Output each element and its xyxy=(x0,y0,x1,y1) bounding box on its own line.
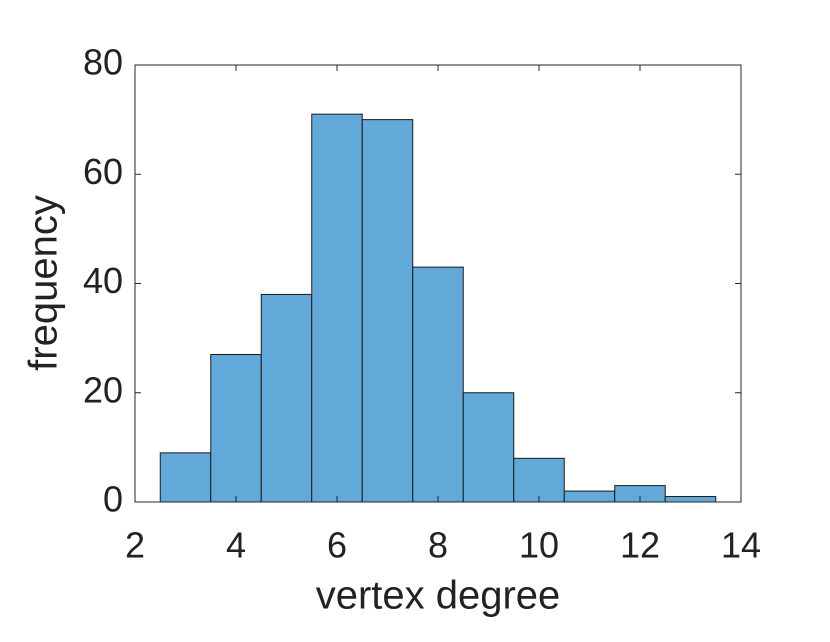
x-axis-label: vertex degree xyxy=(316,574,561,618)
y-axis-label: frequency xyxy=(22,195,66,371)
x-tick-label: 2 xyxy=(125,525,145,566)
bar xyxy=(563,490,616,503)
bar xyxy=(462,392,515,503)
x-tick-label: 6 xyxy=(327,525,347,566)
y-tick-label: 40 xyxy=(83,260,123,301)
bar xyxy=(260,293,313,503)
x-tick-label: 12 xyxy=(620,525,660,566)
y-tick-label: 20 xyxy=(83,369,123,410)
bar xyxy=(210,354,262,503)
x-tick-label: 8 xyxy=(428,525,448,566)
bar xyxy=(513,457,565,503)
y-tick-label: 60 xyxy=(83,151,123,192)
y-tick-label: 80 xyxy=(83,42,123,83)
y-tick-label: 0 xyxy=(103,479,123,520)
x-tick-label: 14 xyxy=(721,525,761,566)
x-tick-label: 4 xyxy=(226,525,246,566)
bar xyxy=(361,119,414,503)
bar xyxy=(159,452,212,503)
bar xyxy=(311,113,363,503)
bar xyxy=(412,266,464,503)
x-tick-label: 10 xyxy=(519,525,559,566)
bar xyxy=(664,496,717,503)
